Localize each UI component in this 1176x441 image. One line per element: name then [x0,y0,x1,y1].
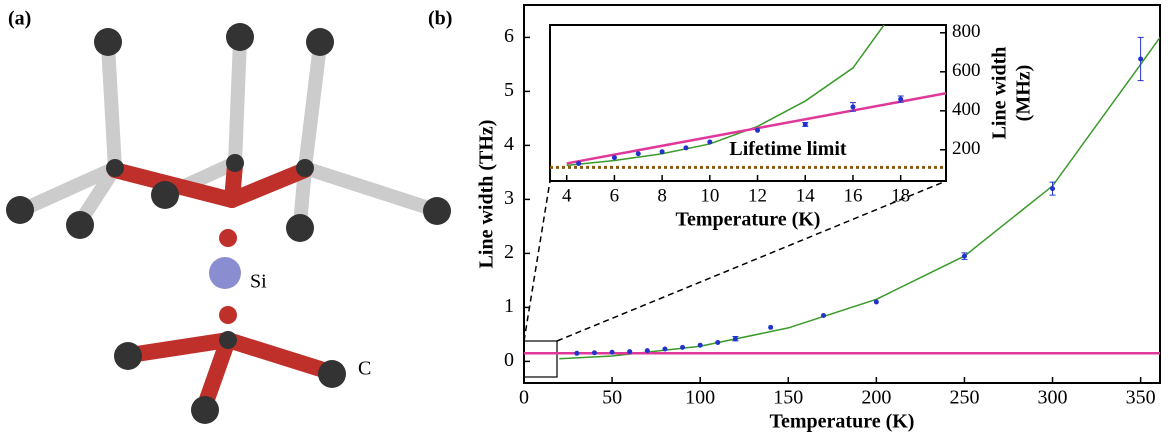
data-point [591,350,597,356]
x-tick-label: 350 [1126,387,1156,409]
y-tick-label: 0 [504,349,514,371]
data-point [611,155,617,161]
data-point [707,139,713,145]
y-axis-label: Line width (THz) [476,120,498,269]
data-point [715,340,721,345]
zoom-box [523,340,558,378]
data-point [768,324,774,330]
y-tick-label: 200 [952,138,981,159]
x-tick-label: 10 [700,185,719,206]
y-tick-label: 400 [952,99,981,120]
x-tick-label: 14 [796,185,816,206]
y-axis-label: Line width [989,47,1011,140]
data-point [635,151,641,157]
data-point [1050,186,1056,192]
data-point [644,348,650,354]
zoom-line [556,180,947,342]
x-tick-label: 200 [861,387,891,409]
data-point [802,121,808,127]
data-point [873,299,879,305]
data-point [662,346,668,352]
chart: 0 50 100 150 200 250 300 3500123456Temperature … [476,4,1161,433]
x-tick-label: 8 [657,185,667,206]
chart: 4 6 8 10 12 14 16 18 200 400 600 800 Temperature (K)… [549,21,1035,231]
data-point [961,253,967,259]
y-tick-label: 800 [952,21,981,42]
limit-label: Lifetime limit [729,138,847,160]
x-tick-label: 300 [1038,387,1068,409]
x-axis-label: Temperature (K) [770,411,915,433]
y-tick-label: 1 [504,295,514,317]
y-tick-label: 5 [504,79,514,101]
y-tick-label: 3 [504,187,514,209]
x-tick-label: 0 [519,387,529,409]
data-point [732,336,738,342]
data-point [627,349,633,355]
data-point [697,342,703,348]
data-point [1138,56,1144,62]
panel-label: (a) [8,8,31,30]
panel-label: (b) [428,8,452,30]
data-point [821,313,827,318]
y-axis-label: (MHz) [1013,65,1035,122]
x-tick-label: 16 [843,185,862,206]
data-point [683,145,689,151]
plot-area [524,36,1160,360]
data-point [574,350,580,356]
y-tick-label: 6 [504,25,514,47]
data-point [850,104,856,110]
y-tick-label: 600 [952,60,981,81]
x-tick-label: 150 [773,387,803,409]
fit-line [566,25,885,167]
x-tick-label: 50 [602,387,622,409]
x-tick-label: 12 [748,185,767,206]
zoom-line [523,180,551,342]
x-tick-label: 4 [562,185,572,206]
x-tick-label: 250 [949,387,979,409]
x-tick-label: 100 [685,387,715,409]
atom-label: Si [250,271,267,293]
x-axis-label: Temperature (K) [676,209,821,231]
data-point [898,96,904,102]
data-point [576,160,582,166]
plot-area [550,25,946,169]
y-tick-label: 2 [504,241,514,263]
molecule: Si C [6,23,451,424]
data-point [659,149,665,155]
atom-label: C [358,358,371,380]
x-tick-label: 18 [891,185,910,206]
data-point [609,349,615,355]
x-tick-label: 6 [610,185,620,206]
data-point [680,344,686,350]
y-tick-label: 4 [504,133,514,155]
data-point [755,127,761,133]
